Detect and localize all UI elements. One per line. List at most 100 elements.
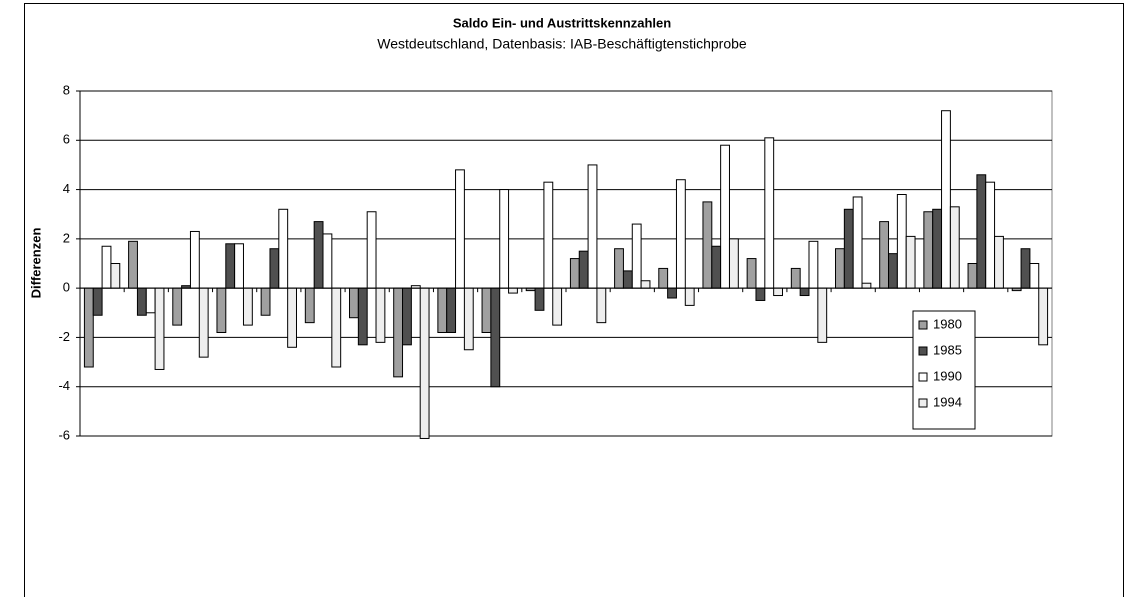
bar [755, 287, 766, 301]
bar [941, 110, 951, 289]
bar [455, 169, 465, 289]
bar [278, 208, 289, 289]
bar [393, 287, 404, 378]
bar [596, 287, 607, 324]
bar [534, 287, 545, 311]
bar [684, 287, 695, 306]
bar [905, 235, 916, 289]
bar [101, 245, 112, 289]
y-tick-label: 6 [63, 132, 70, 147]
bar [154, 287, 165, 370]
bar [110, 263, 121, 289]
bar [764, 137, 775, 289]
y-tick-label: -6 [58, 427, 70, 442]
bar [949, 206, 960, 289]
bar [852, 196, 863, 289]
legend-label: 1980 [933, 316, 962, 331]
bar [446, 287, 457, 333]
legend-label: 1990 [933, 368, 962, 383]
bar [1029, 263, 1040, 289]
bar [269, 248, 280, 289]
bar [349, 287, 359, 319]
bar [419, 287, 430, 439]
bar [508, 287, 518, 294]
bar [128, 240, 138, 289]
bar [640, 280, 651, 289]
bar [976, 174, 987, 289]
bar [835, 248, 845, 289]
legend-swatch [918, 372, 928, 382]
bar [189, 230, 200, 289]
bar [242, 287, 253, 326]
y-tick-label: 0 [63, 280, 70, 295]
bar [994, 235, 1004, 289]
bar [569, 258, 580, 289]
bar [896, 194, 907, 289]
y-tick-label: -2 [58, 329, 70, 344]
legend-label: 1994 [933, 394, 962, 409]
legend-swatch [918, 320, 928, 330]
bar [92, 287, 103, 316]
chart-title: Saldo Ein- und Austrittskennzahlen [453, 15, 671, 30]
bar [437, 287, 448, 333]
bar [843, 208, 854, 289]
bar [728, 238, 739, 289]
bar [985, 181, 996, 289]
bar [967, 263, 978, 289]
bar [225, 243, 236, 289]
bar [861, 282, 872, 289]
chart-subtitle: Westdeutschland, Datenbasis: IAB-Beschäf… [377, 36, 747, 52]
bar [234, 243, 244, 289]
bar [287, 287, 297, 348]
bar [658, 267, 669, 289]
bar [1020, 248, 1031, 289]
y-tick-label: 4 [63, 181, 70, 196]
bar [1038, 287, 1049, 346]
bar [879, 221, 890, 289]
bar [260, 287, 271, 316]
bar [375, 287, 386, 343]
bar [490, 287, 501, 388]
bar [172, 287, 183, 326]
bar [720, 144, 730, 289]
bar [888, 253, 898, 289]
bar [136, 287, 147, 316]
bar [799, 287, 810, 297]
bar [83, 287, 94, 368]
bar [711, 245, 722, 289]
bar [543, 181, 554, 289]
bar [932, 208, 943, 289]
bar [331, 287, 342, 368]
bar [357, 287, 368, 346]
bar [313, 221, 324, 289]
bar [667, 287, 677, 299]
bar [702, 201, 713, 289]
bar [198, 287, 209, 358]
bar [402, 287, 412, 346]
bar [552, 287, 563, 326]
bar [808, 240, 819, 289]
bar [366, 211, 377, 289]
bar [614, 248, 624, 289]
bar [631, 223, 642, 289]
bar [675, 179, 686, 289]
legend-label: 1985 [933, 342, 962, 357]
bar [923, 211, 934, 289]
bar [622, 270, 633, 289]
y-tick-label: 8 [63, 82, 70, 97]
legend-swatch [918, 346, 928, 356]
bar [773, 287, 783, 297]
y-axis-title: Differenzen [28, 228, 43, 299]
bar [145, 287, 156, 314]
bar [481, 287, 492, 333]
y-tick-label: 2 [63, 230, 70, 245]
bar [499, 189, 510, 289]
legend-box [912, 310, 976, 430]
bar [578, 250, 589, 289]
bar [216, 287, 227, 333]
bar [304, 287, 315, 324]
bar [746, 258, 757, 289]
bar [790, 267, 801, 289]
bar [817, 287, 828, 343]
